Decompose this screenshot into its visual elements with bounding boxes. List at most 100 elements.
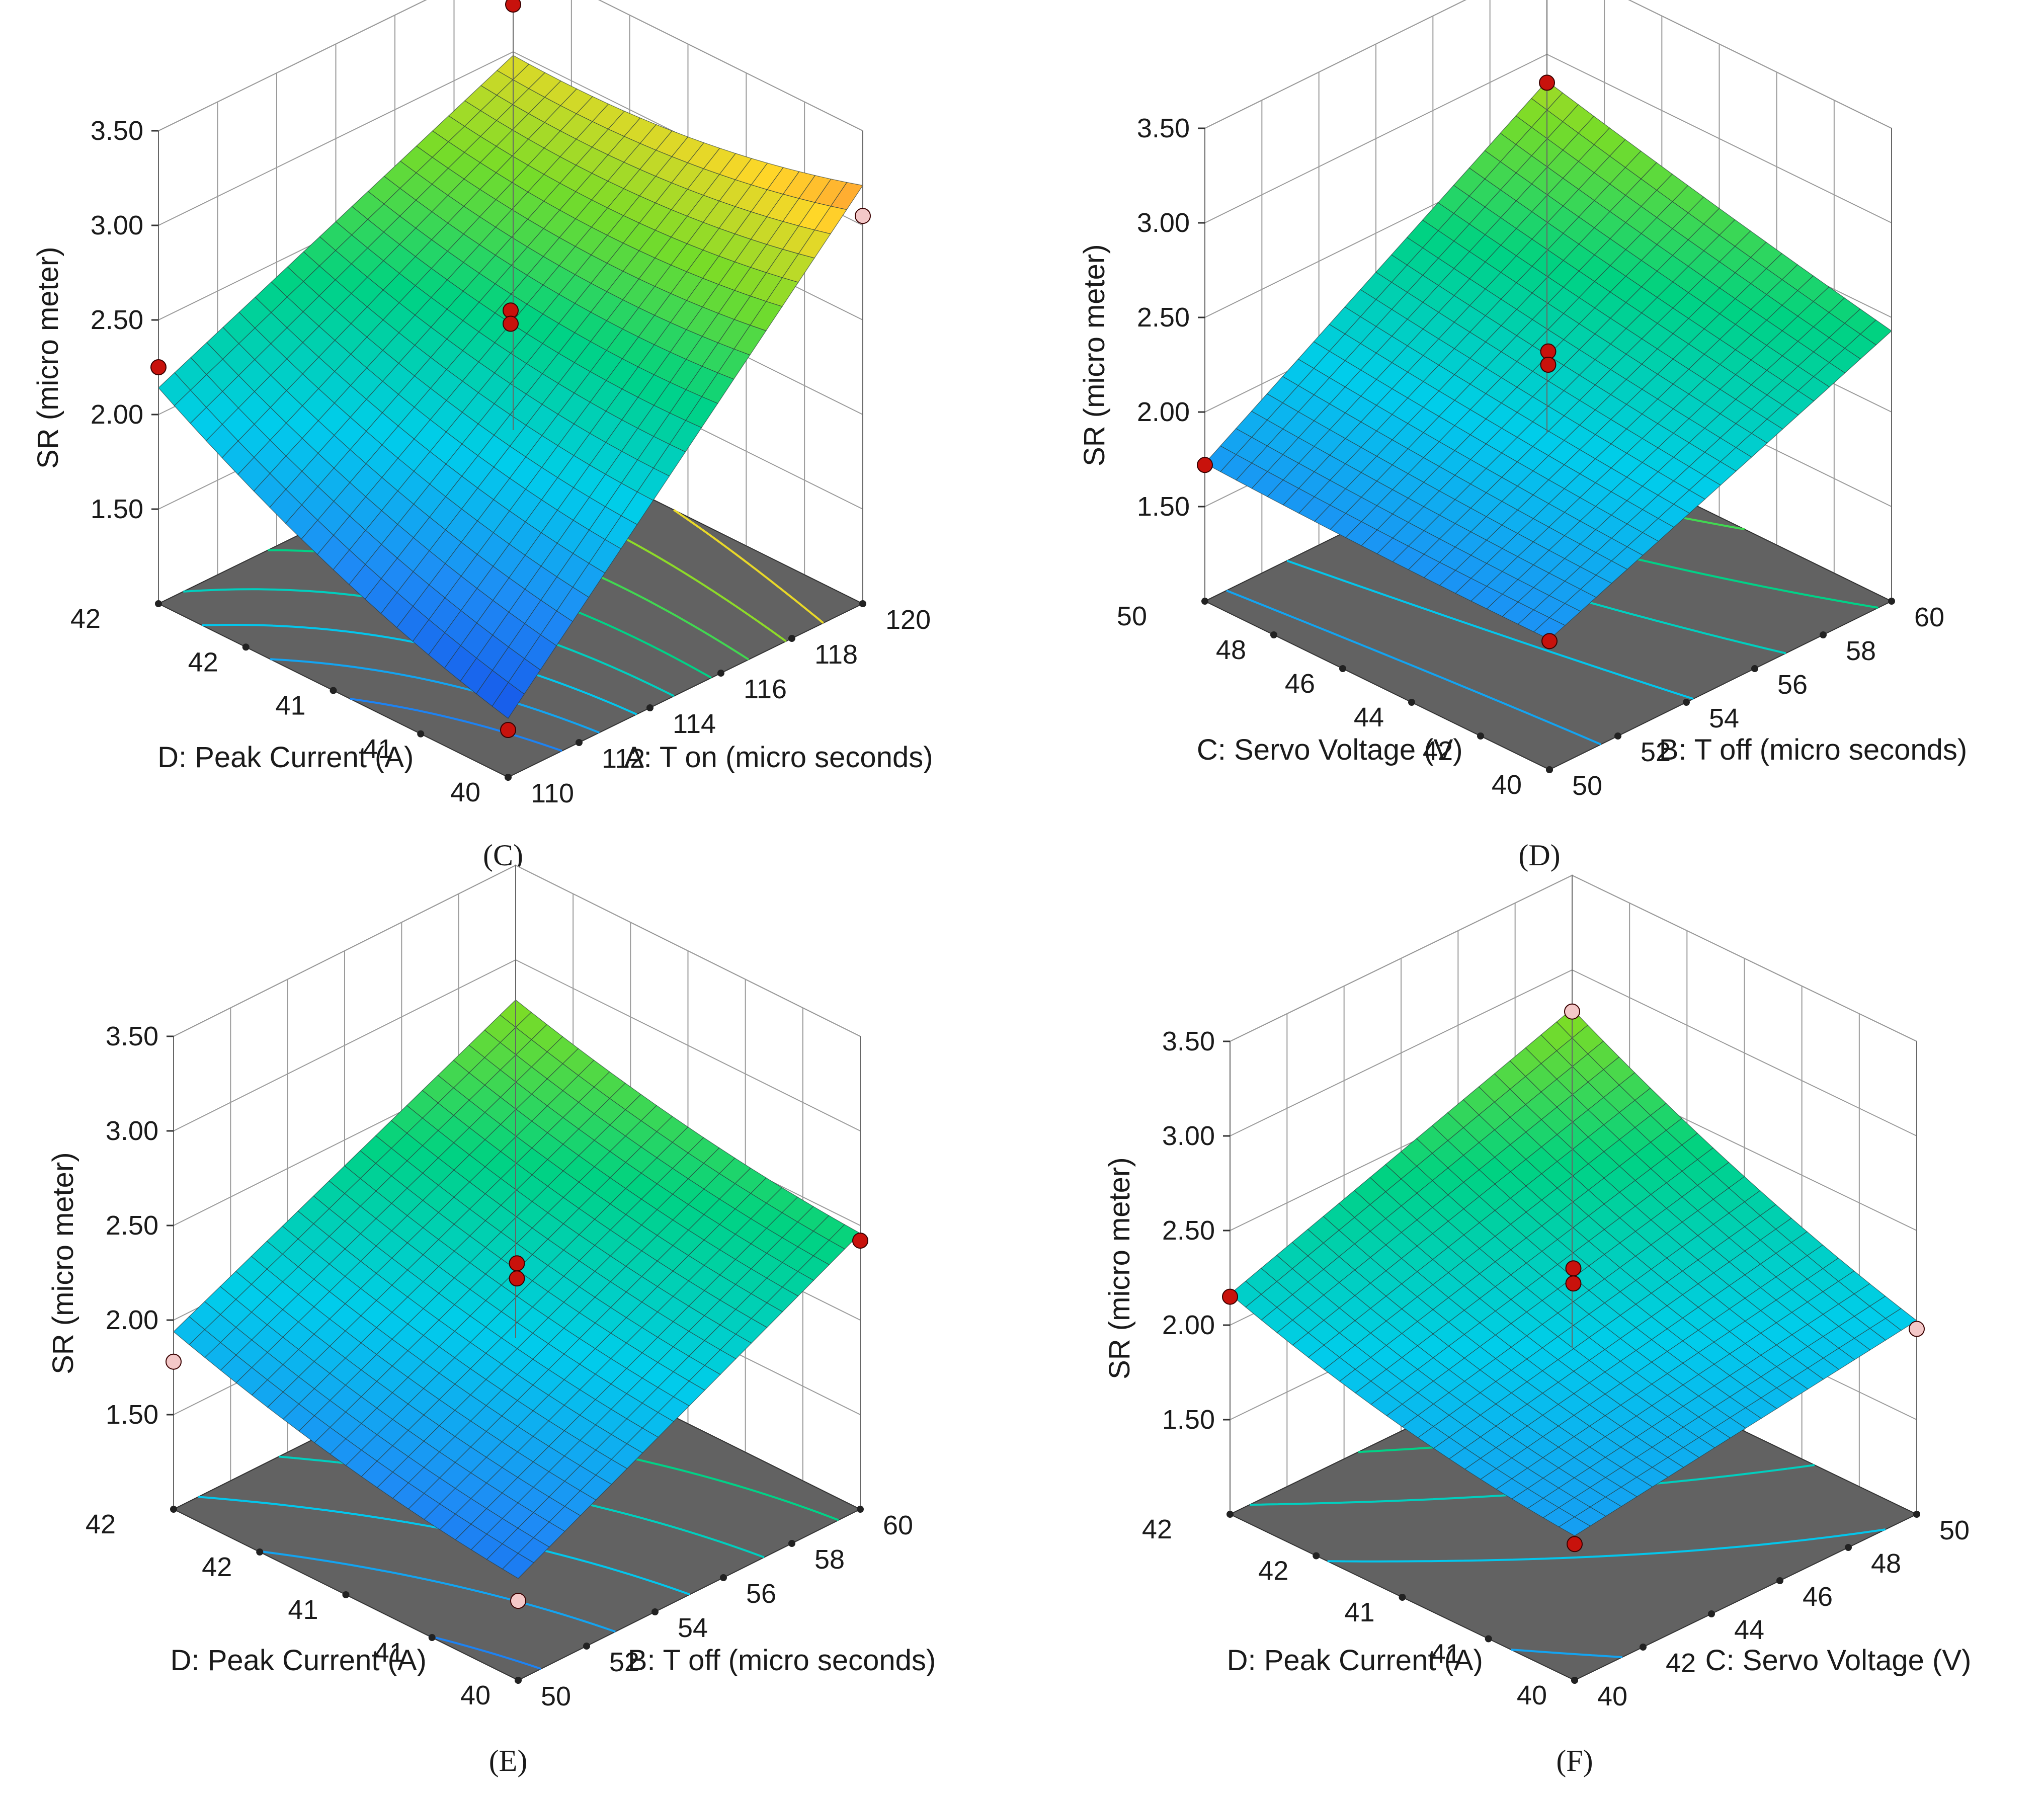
left-axis-tick: [1408, 699, 1415, 706]
panel-label: (D): [1518, 839, 1560, 872]
left-axis-tick-label: 50: [1117, 601, 1147, 631]
response-surface: [1230, 1008, 1918, 1536]
right-axis-tick-label: 110: [531, 778, 574, 808]
response-surface: [158, 55, 863, 719]
left-axis-tick: [155, 600, 162, 607]
right-axis-tick-label: 60: [1914, 602, 1944, 632]
right-axis-tick: [717, 670, 724, 677]
surface-cell: [502, 1552, 534, 1579]
left-axis-tick-label: 41: [288, 1595, 318, 1625]
design-point: [166, 1353, 182, 1370]
right-axis-tick: [720, 1574, 727, 1581]
z-tick-label: 1.50: [91, 494, 143, 524]
right-axis-tick: [646, 704, 653, 711]
left-axis-tick-label: 44: [1354, 702, 1384, 732]
z-tick-label: 1.50: [1162, 1405, 1215, 1435]
left-axis-tick-label: 40: [460, 1680, 490, 1710]
z-tick-label: 2.00: [91, 399, 143, 430]
design-point: [1564, 1003, 1580, 1020]
right-axis-tick: [1614, 732, 1621, 740]
left-axis-tick: [242, 643, 250, 651]
right-axis-title: B: T off (micro seconds): [1659, 733, 1967, 766]
right-axis-tick: [859, 600, 866, 607]
left-axis-tick: [1485, 1635, 1492, 1643]
right-axis-tick: [1571, 1677, 1578, 1684]
left-axis-tick: [1201, 598, 1208, 605]
right-axis-tick: [788, 635, 795, 642]
panel-d: 1.50 2.00 2.50 3.00 3.50 SR (micro meter) 50 48…: [1078, 0, 1967, 872]
design-point: [505, 0, 521, 13]
left-axis-tick: [1477, 732, 1484, 740]
left-axis-title: D: Peak Current (A): [171, 1644, 427, 1677]
z-tick-label: 2.50: [1162, 1215, 1215, 1246]
design-point: [1541, 633, 1558, 649]
right-axis-tick-label: 54: [678, 1613, 708, 1643]
right-axis-tick: [1683, 699, 1690, 706]
floor-contour: [1226, 590, 1601, 746]
floor-contour: [428, 1634, 542, 1670]
right-axis-tick-label: 42: [1666, 1648, 1696, 1678]
right-axis-tick: [1546, 766, 1553, 773]
left-axis-tick: [170, 1506, 177, 1513]
right-axis-tick-label: 118: [814, 639, 858, 670]
z-tick-label: 3.00: [1162, 1121, 1215, 1151]
design-point: [503, 315, 519, 332]
right-axis-tick: [583, 1643, 590, 1650]
left-axis-tick-label: 48: [1216, 635, 1246, 665]
right-axis-tick-label: 50: [1939, 1515, 1970, 1545]
left-axis-tick: [342, 1591, 350, 1598]
left-axis-tick-label: 42: [188, 647, 218, 677]
z-tick-label: 2.00: [106, 1305, 158, 1335]
response-surface: [1204, 80, 1892, 640]
right-axis-tick: [1751, 665, 1758, 672]
right-axis-title: A: T on (micro seconds): [624, 741, 933, 774]
right-axis-tick: [1888, 598, 1895, 605]
right-axis-tick-label: 48: [1871, 1548, 1901, 1579]
right-axis-tick: [1776, 1577, 1783, 1584]
right-axis-tick-label: 50: [541, 1681, 571, 1711]
right-axis-tick-label: 114: [673, 709, 716, 739]
panel-label: (E): [489, 1744, 528, 1777]
floor-contour: [1511, 1649, 1622, 1658]
left-axis-tick: [1399, 1594, 1406, 1601]
right-axis-tick-label: 116: [744, 674, 787, 704]
z-tick-label: 3.00: [106, 1116, 158, 1146]
surface-cell: [492, 682, 525, 719]
z-tick-label: 3.00: [1137, 208, 1190, 238]
floor-contour: [1327, 1528, 1886, 1563]
z-tick-label: 2.00: [1137, 397, 1190, 427]
left-axis-tick-label: 41: [374, 1638, 404, 1668]
right-axis-tick: [515, 1677, 522, 1684]
z-tick-label: 2.50: [1137, 302, 1190, 333]
z-tick-label: 2.00: [1162, 1310, 1215, 1340]
right-axis-tick-label: 50: [1572, 771, 1602, 801]
left-axis-title: D: Peak Current (A): [1227, 1644, 1483, 1677]
design-point: [1565, 1275, 1582, 1292]
left-axis-tick: [428, 1634, 436, 1641]
left-axis-tick: [1227, 1511, 1234, 1518]
right-axis-tick: [1708, 1610, 1715, 1617]
z-tick-label: 1.50: [1137, 492, 1190, 522]
left-axis-tick-label: 40: [1517, 1680, 1547, 1710]
response-surface: [173, 999, 861, 1579]
right-axis-tick: [857, 1506, 864, 1513]
design-point: [1539, 74, 1555, 91]
floor-contour: [673, 509, 824, 624]
panel-label: (F): [1556, 1744, 1593, 1777]
left-axis-tick-label: 42: [86, 1509, 116, 1539]
floor-contour: [350, 697, 562, 752]
right-axis-tick-label: 54: [1709, 703, 1739, 733]
right-axis-tick-label: 120: [885, 605, 931, 635]
left-axis-tick-label: 42: [1258, 1556, 1288, 1586]
panel-c: 1.50 2.00 2.50 3.00 3.50 SR (micro meter) 42 42…: [32, 0, 933, 872]
right-axis-tick: [505, 774, 512, 781]
right-axis-tick-label: 44: [1734, 1615, 1764, 1645]
right-axis-title: B: T off (micro seconds): [628, 1644, 936, 1677]
right-axis-tick: [651, 1608, 659, 1615]
left-axis-tick-label: 41: [363, 734, 393, 764]
left-axis-tick: [1270, 631, 1277, 638]
right-axis-tick: [576, 739, 583, 746]
z-axis-title: SR (micro meter): [47, 1152, 79, 1374]
left-axis-tick: [1339, 665, 1346, 672]
